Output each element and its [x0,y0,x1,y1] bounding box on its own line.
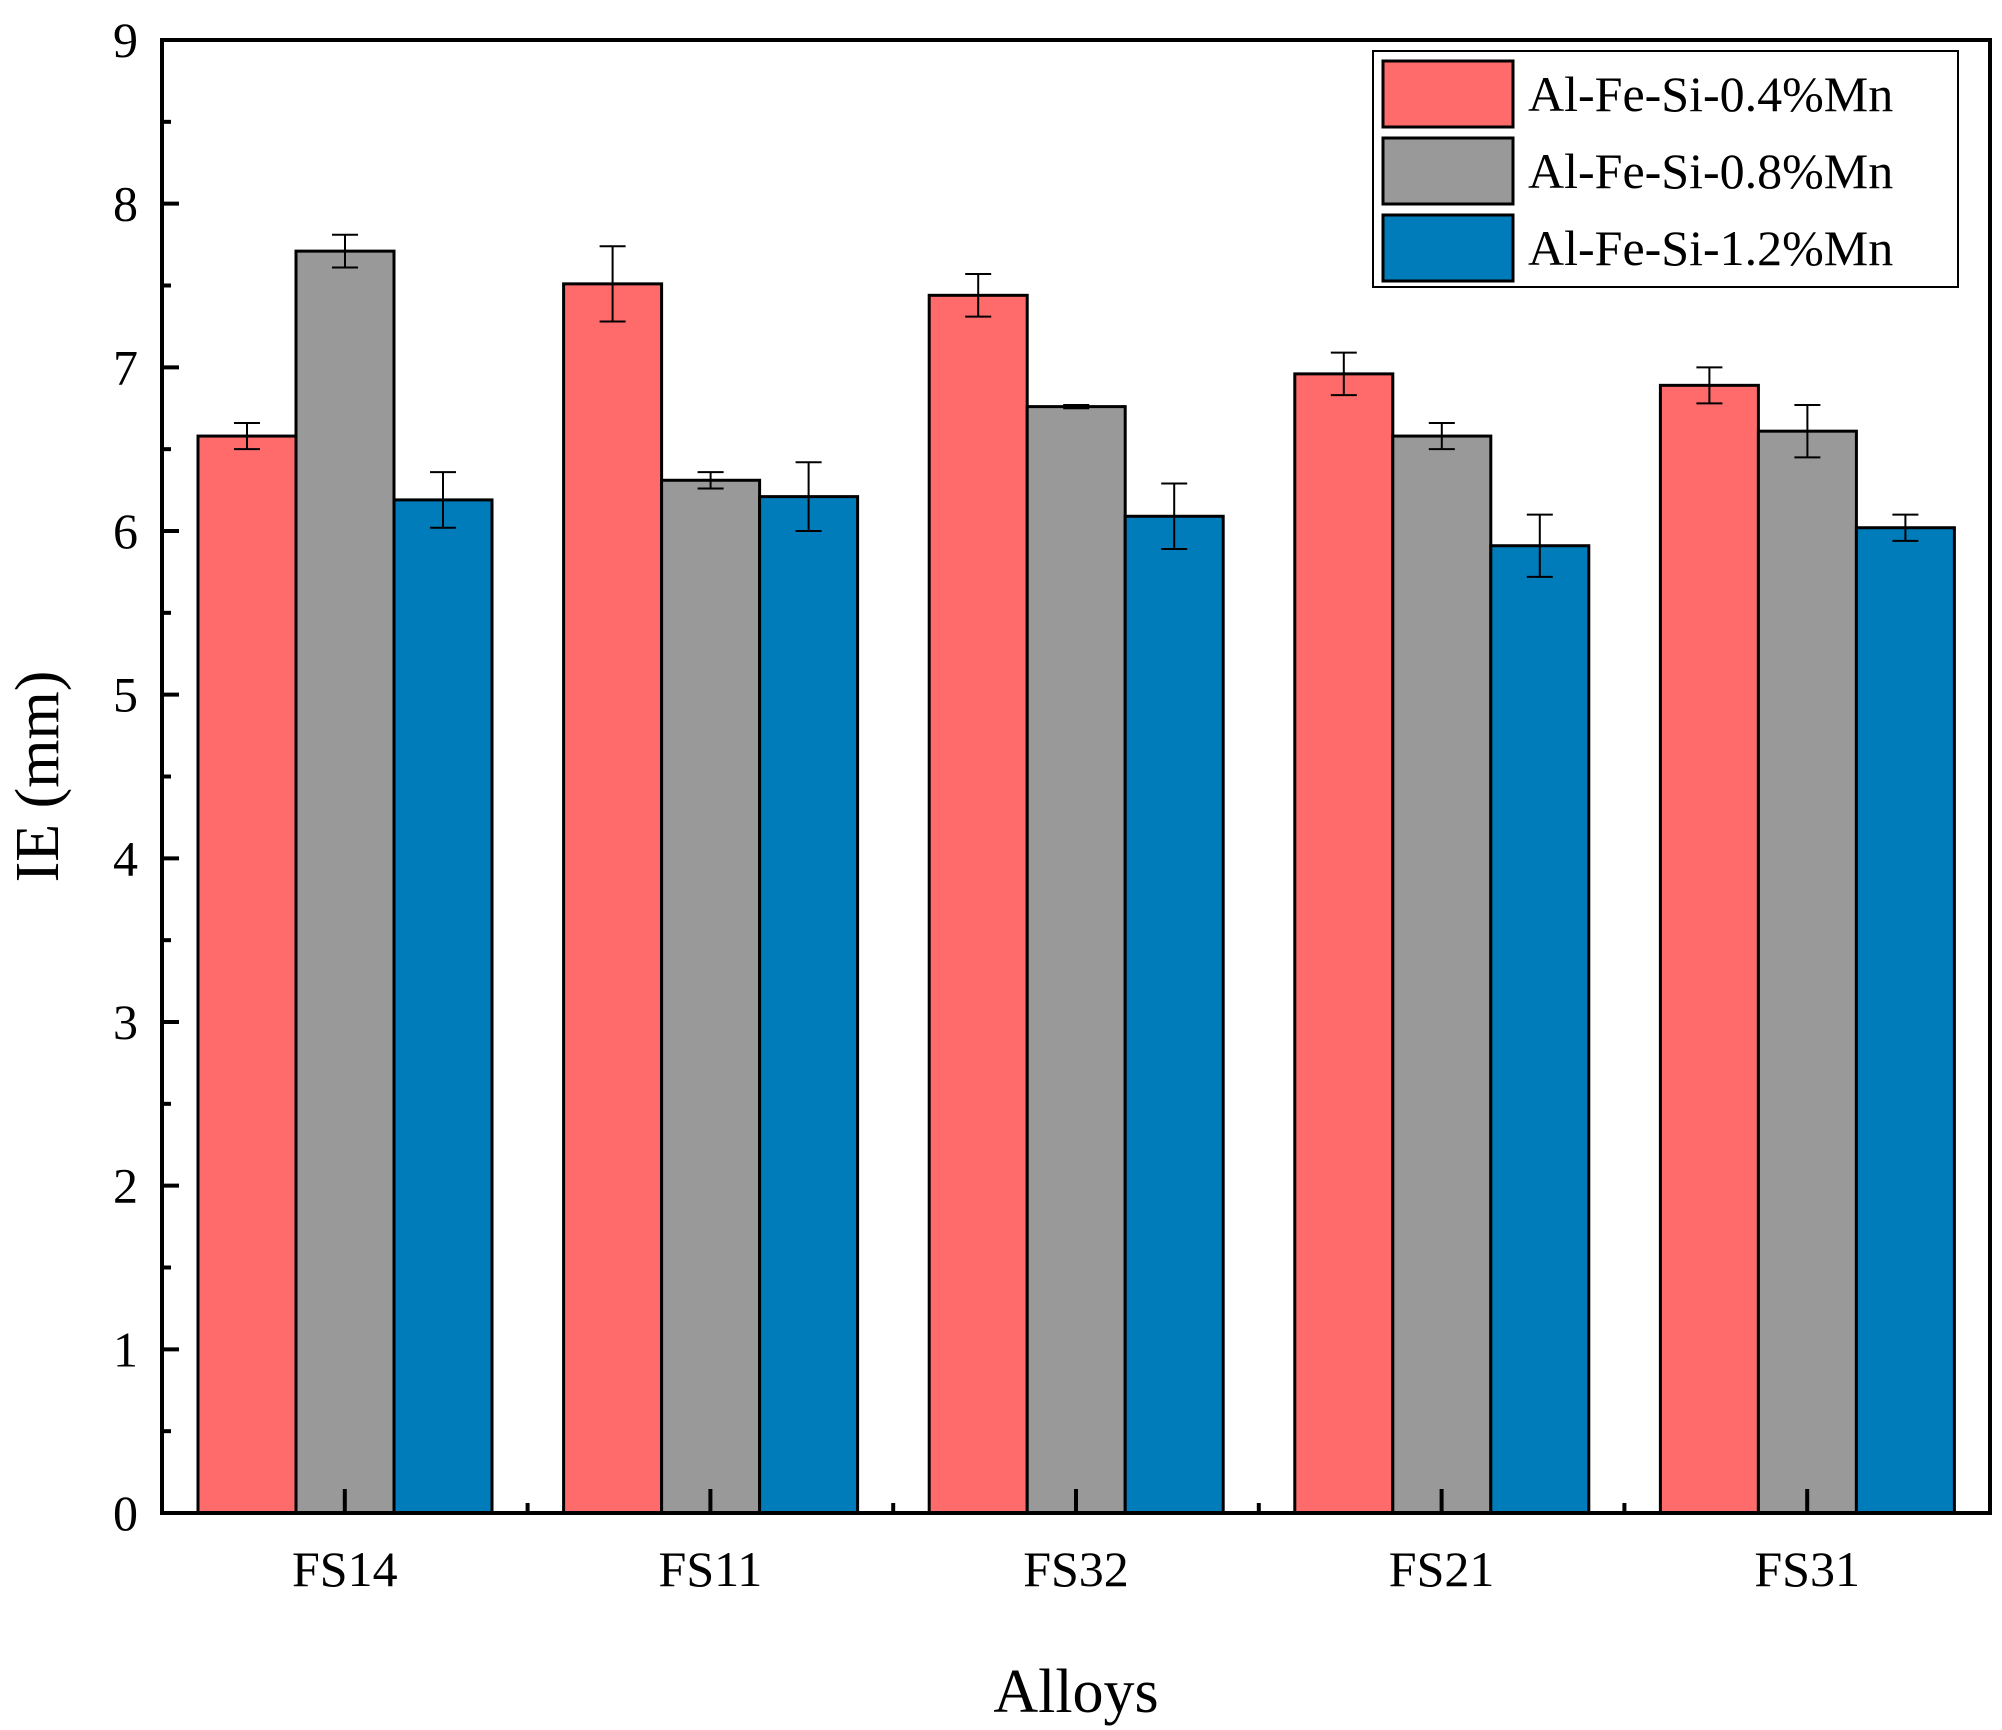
bar-fs21-series-2 [1391,434,1493,1515]
y-tick-label: 0 [113,1485,138,1541]
x-tick-label: FS32 [1023,1541,1129,1597]
bar-fs11-series-3 [758,495,860,1515]
bar-fs11-series-2 [660,478,762,1515]
y-tick-label: 5 [113,667,138,723]
bar-fs32-series-2 [1025,405,1127,1515]
y-tick-label: 1 [113,1321,138,1377]
y-tick-label: 6 [113,503,138,559]
x-tick-label: FS31 [1754,1541,1860,1597]
bar-fs21-series-1 [1293,372,1395,1515]
legend-label-series-3: Al-Fe-Si-1.2%Mn [1528,220,1893,276]
bar-fs14-series-2 [294,249,396,1515]
legend-swatch-series-2 [1381,136,1515,206]
bar-fs14-series-1 [196,434,298,1515]
bar-fs14-series-3 [392,498,494,1515]
x-tick-label: FS14 [292,1541,398,1597]
bar-fs21-series-3 [1489,544,1591,1515]
legend-swatch-series-3 [1381,213,1515,283]
legend-label-series-1: Al-Fe-Si-0.4%Mn [1528,66,1893,122]
bar-fs31-series-3 [1854,526,1956,1515]
y-tick-label: 9 [113,12,138,68]
bar-fs32-series-3 [1123,514,1225,1515]
y-tick-label: 3 [113,994,138,1050]
y-axis-title: IE (mm) [4,671,72,883]
error-bars-layer [234,233,1919,578]
legend-swatch-series-1 [1381,59,1515,129]
x-tick-label: FS21 [1389,1541,1495,1597]
y-tick-label: 4 [113,830,138,886]
legend: Al-Fe-Si-0.4%Mn Al-Fe-Si-0.8%Mn Al-Fe-Si-1… [1372,50,1959,288]
bar-fs32-series-1 [927,293,1029,1515]
y-tick-label: 8 [113,176,138,232]
y-tick-label: 2 [113,1158,138,1214]
y-tick-label: 7 [113,339,138,395]
x-axis-title: Alloys [993,1658,1158,1726]
bar-fs11-series-1 [562,282,664,1515]
axes-layer: 0 1 2 3 4 5 6 7 8 9 FS14 FS11 FS32 FS21 FS31 [113,12,1860,1597]
bar-fs31-series-1 [1658,383,1760,1515]
bars-layer [196,249,1956,1515]
bar-fs31-series-2 [1756,429,1858,1515]
legend-label-series-2: Al-Fe-Si-0.8%Mn [1528,143,1893,199]
x-tick-label: FS11 [659,1541,763,1597]
